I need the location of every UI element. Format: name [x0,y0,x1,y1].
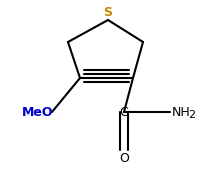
Text: C: C [120,106,128,119]
Text: O: O [119,152,129,165]
Text: MeO: MeO [22,106,54,119]
Text: S: S [104,7,112,20]
Text: 2: 2 [188,110,195,120]
Text: NH: NH [172,106,191,119]
